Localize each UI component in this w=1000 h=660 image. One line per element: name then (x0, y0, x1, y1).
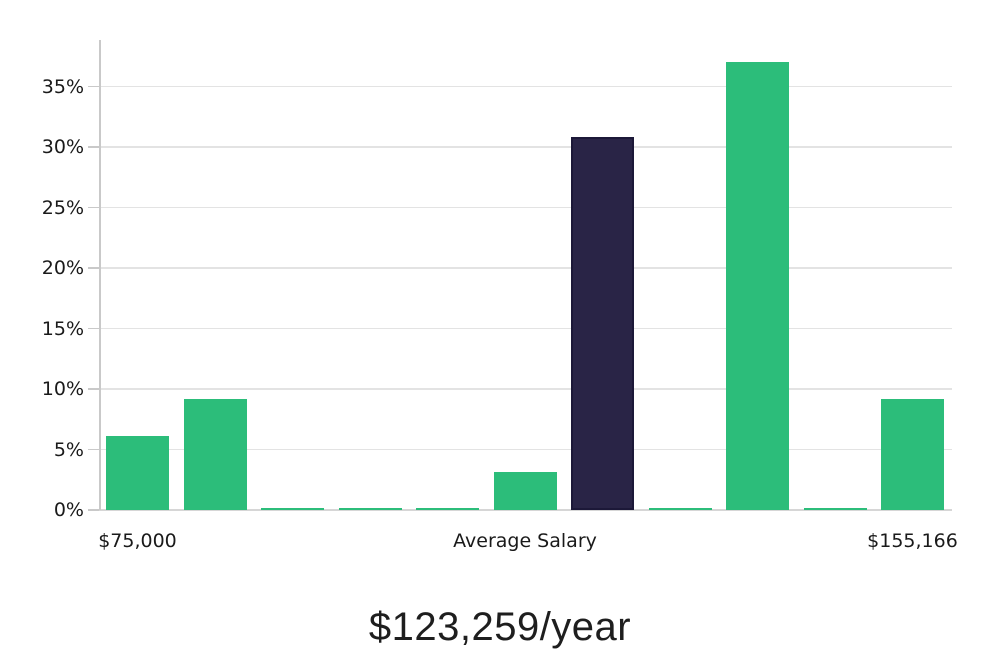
histogram-bar (261, 508, 324, 510)
gridline (99, 85, 952, 88)
gridline (99, 146, 952, 148)
x-tick-label: Average Salary (453, 530, 597, 552)
gridline (99, 448, 952, 451)
histogram-bar (803, 508, 867, 510)
y-tick-label: 15% (41, 317, 84, 340)
y-axis-tick (88, 146, 99, 148)
y-axis-tick (88, 509, 99, 511)
gridline (99, 267, 952, 269)
gridline (99, 388, 952, 390)
y-axis-tick (88, 206, 99, 209)
y-tick-label: 0% (53, 499, 84, 521)
x-tick-label: $155,166 (867, 530, 958, 552)
gridline (99, 327, 952, 330)
histogram-bar (183, 398, 247, 510)
histogram-bar (881, 398, 944, 510)
y-axis-tick (88, 388, 99, 390)
y-tick-label: 35% (41, 75, 84, 98)
x-axis-baseline (99, 509, 952, 511)
average-salary-bar (571, 137, 634, 510)
histogram-bar (416, 508, 479, 510)
average-salary-caption: $123,259/year (368, 605, 632, 649)
x-tick-label: $75,000 (98, 530, 177, 552)
y-axis-tick (88, 448, 99, 451)
y-tick-label: 10% (41, 378, 84, 400)
y-axis-tick (88, 85, 99, 88)
y-axis-tick (88, 327, 99, 330)
histogram-bar (493, 472, 557, 510)
y-axis-tick (88, 267, 99, 269)
histogram-bar (338, 508, 402, 510)
histogram-bar (106, 436, 169, 510)
y-axis-spine (99, 40, 101, 510)
gridline (99, 206, 952, 209)
histogram-bar (726, 62, 789, 510)
y-tick-label: 20% (41, 257, 84, 279)
y-tick-label: 30% (41, 136, 84, 158)
y-tick-label: 5% (53, 438, 84, 461)
histogram-bar (648, 508, 712, 510)
y-tick-label: 25% (41, 196, 84, 219)
